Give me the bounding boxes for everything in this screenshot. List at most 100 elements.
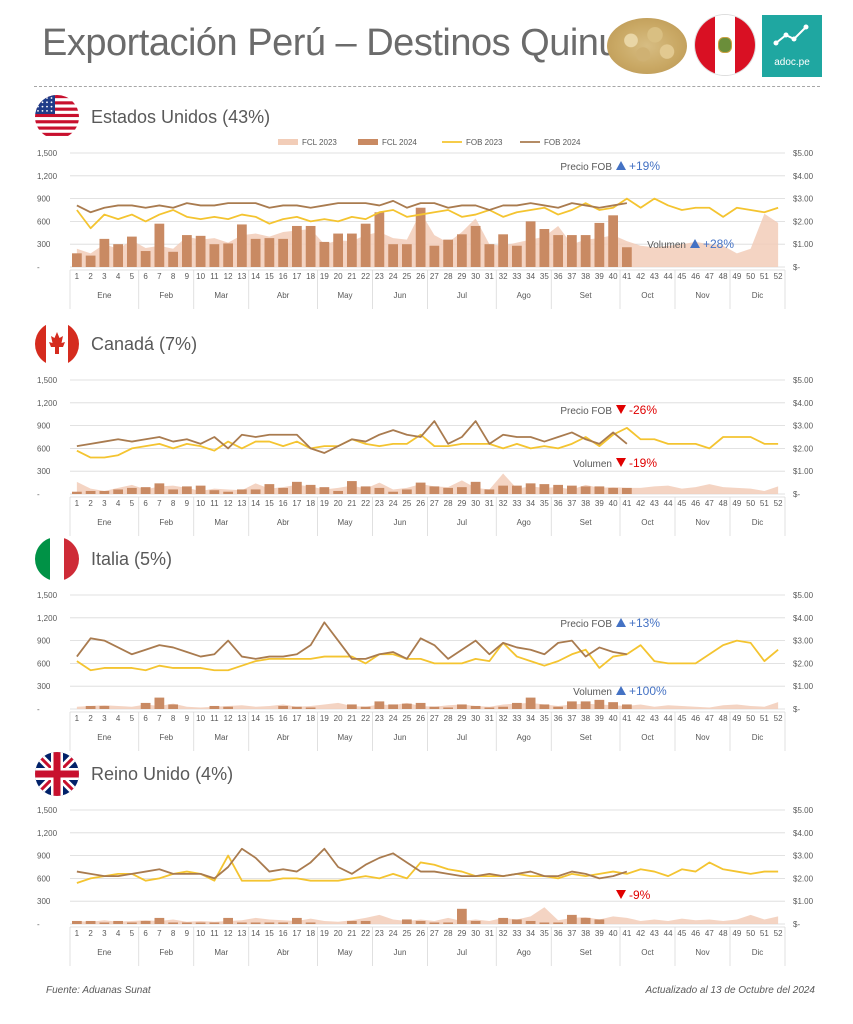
y-tick-left: 1,500	[37, 149, 58, 158]
bar-fcl-2024	[264, 922, 275, 924]
x-tick-month: Mar	[214, 733, 228, 742]
x-tick-week: 16	[279, 272, 288, 281]
x-tick-week: 29	[457, 499, 466, 508]
x-tick-week: 22	[361, 929, 370, 938]
bar-fcl-2024	[168, 704, 178, 709]
bar-fcl-2024	[622, 247, 632, 267]
bar-fcl-2024	[539, 704, 550, 709]
y-tick-right: $2.00	[793, 659, 814, 668]
x-tick-week: 22	[361, 499, 370, 508]
country-title-reino-unido: Reino Unido (4%)	[91, 764, 234, 784]
y-tick-left: -	[37, 263, 40, 272]
bar-fcl-2024	[127, 922, 137, 924]
bar-fcl-2024	[99, 922, 110, 924]
bar-fcl-2024	[525, 221, 536, 267]
x-tick-week: 28	[444, 499, 453, 508]
y-tick-right: $4.00	[793, 172, 814, 181]
bar-fcl-2024	[182, 922, 192, 924]
bar-fcl-2024	[85, 255, 96, 267]
x-tick-week: 48	[719, 272, 728, 281]
y-tick-right: $3.00	[793, 422, 814, 431]
bar-fcl-2024	[608, 702, 618, 709]
x-tick-week: 44	[664, 714, 673, 723]
bar-fcl-2024	[195, 485, 206, 494]
bar-fcl-2024	[484, 489, 495, 494]
x-tick-week: 15	[265, 714, 274, 723]
bar-fcl-2024	[539, 229, 550, 267]
x-tick-week: 51	[760, 272, 769, 281]
x-tick-week: 42	[636, 499, 645, 508]
x-tick-week: 4	[116, 929, 121, 938]
x-tick-week: 11	[210, 929, 219, 938]
x-tick-week: 35	[540, 272, 549, 281]
x-tick-week: 22	[361, 714, 370, 723]
bar-fcl-2024	[168, 489, 178, 494]
bar-fcl-2024	[443, 707, 453, 709]
x-tick-week: 31	[485, 272, 494, 281]
annotation-label: Precio FOB	[560, 619, 612, 630]
adoc-logo[interactable]: adoc.pe	[762, 15, 822, 77]
x-tick-week: 48	[719, 714, 728, 723]
x-tick-month: Oct	[641, 291, 654, 300]
x-tick-week: 50	[746, 272, 755, 281]
bar-fcl-2024	[443, 239, 453, 267]
line-fob-2023	[76, 639, 779, 672]
y-tick-right: $4.00	[793, 399, 814, 408]
arrow-down-icon	[616, 458, 626, 467]
x-tick-week: 52	[774, 929, 783, 938]
title-divider	[34, 86, 820, 87]
peru-flag-icon	[695, 15, 755, 75]
x-tick-week: 8	[171, 714, 176, 723]
y-tick-left: 1,200	[37, 614, 58, 623]
y-tick-left: 600	[37, 659, 51, 668]
chart-reino-unido: 1,500 $5.00 1,200 $4.00 900 $3.00 600 $2.00 300 $…	[37, 806, 814, 966]
bar-fcl-2024	[140, 920, 151, 924]
x-tick-week: 3	[102, 499, 107, 508]
arrow-down-icon	[616, 890, 626, 899]
x-tick-week: 24	[389, 929, 398, 938]
y-tick-right: $2.00	[793, 444, 814, 453]
quinoa-grain-photo	[607, 18, 687, 74]
bar-fcl-2024	[402, 919, 412, 924]
x-tick-week: 28	[444, 714, 453, 723]
x-tick-week: 9	[185, 499, 190, 508]
x-tick-week: 20	[334, 272, 343, 281]
bar-fcl-2024	[553, 922, 563, 924]
line-fob-2023	[76, 197, 779, 230]
x-tick-month: Dic	[752, 948, 764, 957]
x-tick-week: 5	[130, 929, 135, 938]
x-tick-week: 38	[581, 499, 590, 508]
x-tick-week: 10	[196, 714, 205, 723]
line-chart-logo-icon	[773, 24, 809, 46]
bar-fcl-2024	[305, 225, 316, 267]
bar-fcl-2024	[415, 482, 426, 494]
x-tick-week: 25	[402, 499, 411, 508]
x-tick-week: 50	[746, 499, 755, 508]
country-title-usa: Estados Unidos (43%)	[91, 107, 271, 127]
bar-fcl-2024	[388, 491, 398, 494]
x-tick-month: Jul	[457, 948, 467, 957]
y-tick-right: $5.00	[793, 806, 814, 815]
x-tick-week: 49	[732, 499, 741, 508]
x-tick-week: 27	[430, 272, 439, 281]
x-tick-week: 11	[210, 499, 219, 508]
legend-label: FOB 2024	[544, 138, 581, 147]
annotation-label: Volumen	[647, 240, 686, 251]
bar-fcl-2024	[567, 235, 577, 267]
x-tick-month: Dic	[752, 733, 764, 742]
y-tick-right: $-	[793, 263, 800, 272]
bar-fcl-2024	[305, 922, 316, 924]
x-tick-week: 10	[196, 499, 205, 508]
x-tick-week: 4	[116, 499, 121, 508]
bar-fcl-2024	[278, 922, 288, 924]
bar-fcl-2024	[113, 489, 123, 494]
x-tick-week: 2	[88, 929, 93, 938]
x-tick-month: Jun	[394, 291, 407, 300]
y-tick-left: 300	[37, 682, 51, 691]
bar-fcl-2024	[498, 917, 508, 924]
x-tick-week: 26	[416, 714, 425, 723]
x-tick-week: 13	[237, 499, 246, 508]
x-tick-week: 27	[430, 929, 439, 938]
x-tick-week: 35	[540, 714, 549, 723]
x-tick-week: 29	[457, 272, 466, 281]
